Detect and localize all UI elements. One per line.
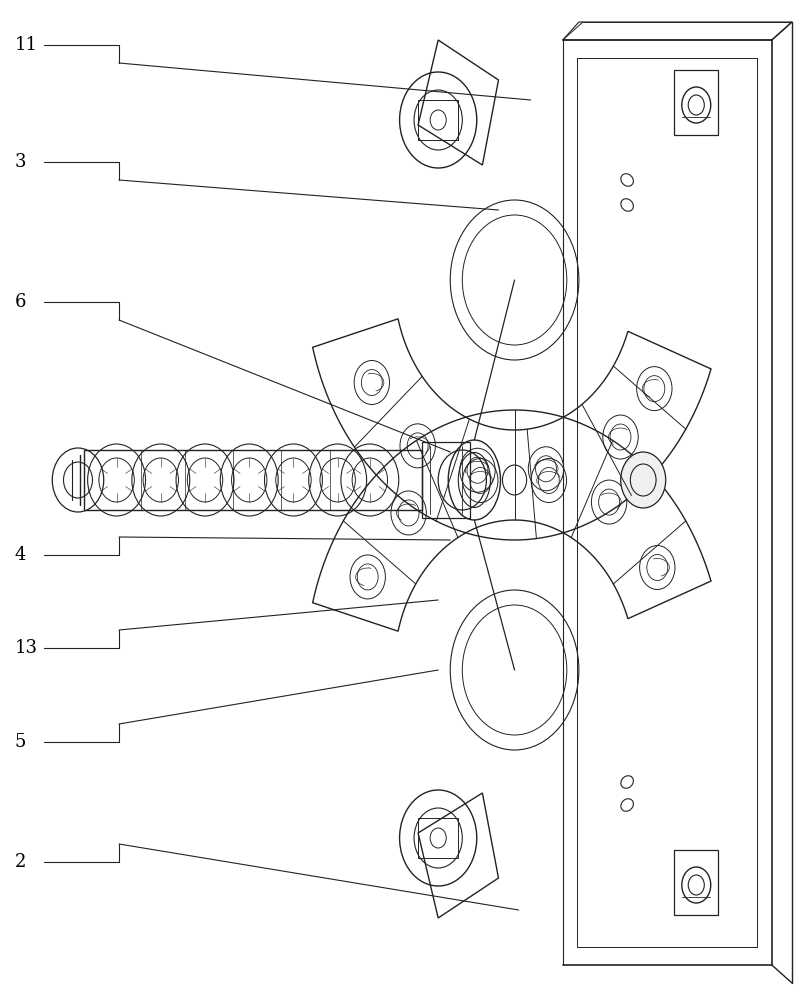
Bar [422,442,470,518]
Text: 11: 11 [14,36,38,54]
Bar [84,450,422,510]
Circle shape [620,452,665,508]
Bar [418,100,458,140]
Text: 4: 4 [14,546,26,564]
Text: 6: 6 [14,293,26,311]
Text: 3: 3 [14,153,26,171]
Bar [673,850,717,915]
Text: 13: 13 [14,639,38,657]
Bar [418,818,458,858]
Bar [673,70,717,135]
Text: 5: 5 [14,733,26,751]
Text: 2: 2 [14,853,26,871]
